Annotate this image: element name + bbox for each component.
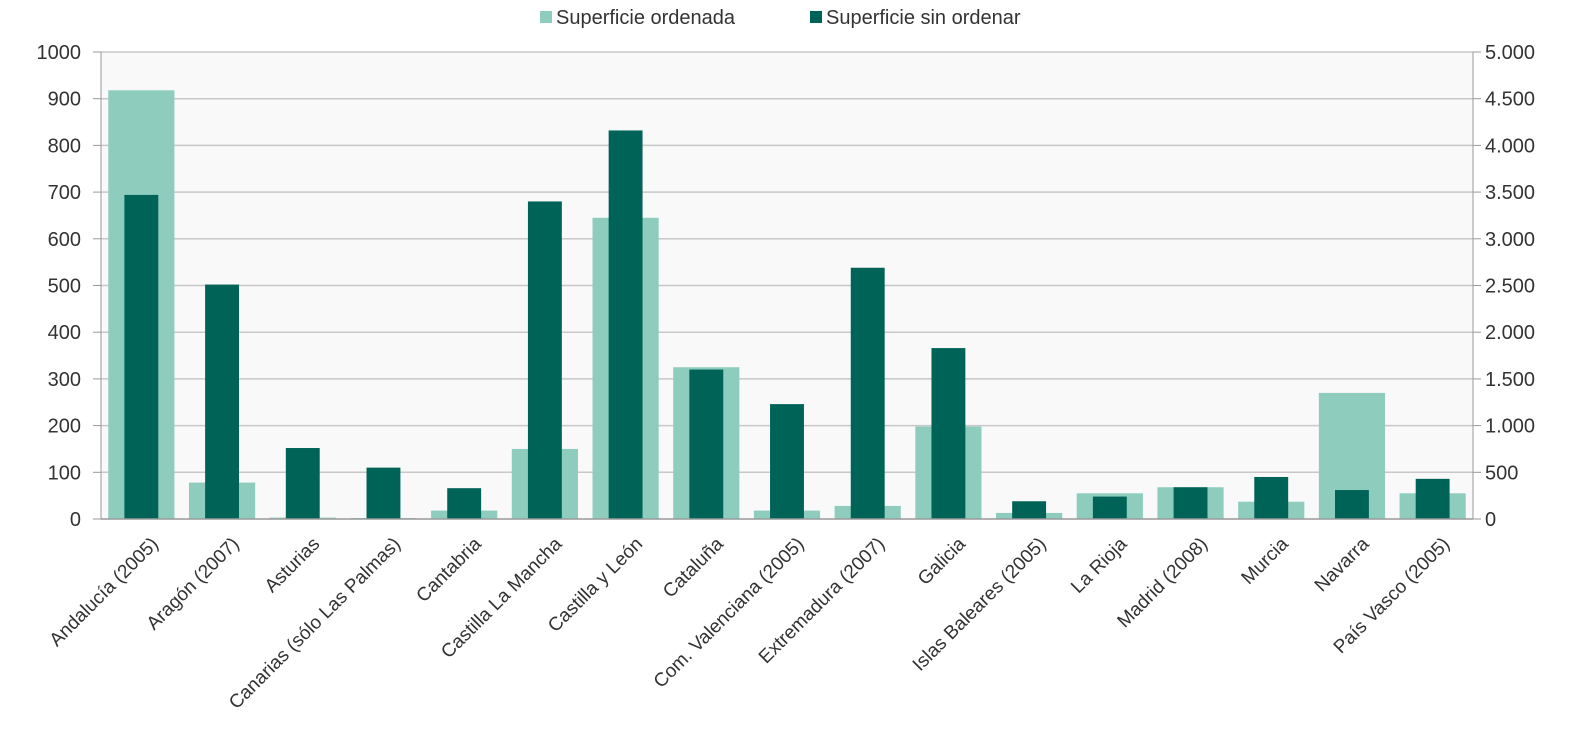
bar-sin-ordenar-galicia	[931, 348, 966, 519]
x-axis: Andalucía (2005)Aragón (2007) AsturiasCan…	[46, 518, 1473, 714]
bar-sin-ordenar-andalucia-2005	[124, 194, 159, 520]
bar-sin-ordenar-murcia	[1254, 476, 1289, 519]
left-tick-label: 700	[48, 182, 81, 204]
legend-label-superficie-ordenada: Superficie ordenada	[556, 7, 736, 29]
right-tick-label: 5.000	[1485, 42, 1535, 64]
left-tick-label: 600	[48, 229, 81, 251]
right-tick-label: 2.500	[1485, 276, 1535, 298]
right-tick-label: 4.500	[1485, 89, 1535, 111]
right-tick-label: 3.500	[1485, 182, 1535, 204]
legend: Superficie ordenada Superficie sin orden…	[540, 7, 1021, 29]
right-tick-label: 3.000	[1485, 229, 1535, 251]
left-y-axis: 0 100 200 300 400 500 600 700 800 900 1000	[37, 42, 102, 531]
category-label-canarias-solo-las-palmas: Canarias (sólo Las Palmas)	[225, 534, 405, 714]
bar-sin-ordenar-pais-vasco-2005	[1415, 478, 1450, 519]
category-label-islas-baleares-2005: Islas Baleares (2005)	[909, 534, 1051, 676]
category-label-cataluna: Cataluña	[659, 533, 728, 602]
legend-swatch-superficie-sin-ordenar	[810, 11, 822, 23]
bar-sin-ordenar-la-rioja	[1092, 496, 1127, 519]
left-tick-label: 400	[48, 322, 81, 344]
right-tick-label: 1.500	[1485, 369, 1535, 391]
category-label-asturias: Asturias	[261, 534, 324, 597]
bar-sin-ordenar-extremadura-2007	[850, 267, 885, 519]
left-tick-label: 0	[70, 509, 81, 531]
right-tick-label: 2.000	[1485, 322, 1535, 344]
bar-sin-ordenar-com-valenciana-2005	[770, 404, 804, 519]
right-tick-label: 4.000	[1485, 135, 1535, 157]
legend-label-superficie-sin-ordenar: Superficie sin ordenar	[826, 7, 1021, 29]
bar-sin-ordenar-canarias-solo-las-palmas	[366, 467, 401, 519]
category-label-com-valenciana-2005: Com. Valenciana (2005)	[650, 534, 809, 693]
right-y-axis: 0 500 1.000 1.500 2.000 2.500 3.000 3.500 4.000 4…	[1472, 42, 1535, 531]
series-superficie-sin-ordenar	[124, 130, 1450, 520]
category-label-galicia: Galicia	[914, 533, 970, 589]
bar-sin-ordenar-navarra	[1334, 490, 1369, 519]
left-tick-label: 100	[48, 462, 81, 484]
left-tick-label: 1000	[37, 42, 82, 64]
bar-sin-ordenar-cantabria	[447, 488, 482, 519]
bar-sin-ordenar-castilla-y-leon	[608, 130, 643, 519]
category-label-navarra: Navarra	[1311, 533, 1374, 596]
right-tick-label: 0	[1485, 509, 1496, 531]
left-tick-label: 800	[48, 135, 81, 157]
right-tick-label: 500	[1485, 462, 1518, 484]
bar-sin-ordenar-aragon-2007	[205, 284, 240, 519]
left-tick-label: 900	[48, 89, 81, 111]
bar-sin-ordenar-cataluna	[689, 369, 724, 519]
left-tick-label: 200	[48, 416, 81, 438]
legend-swatch-superficie-ordenada	[540, 11, 552, 23]
category-label-andalucia-2005: Andalucía (2005)	[46, 534, 163, 651]
category-label-murcia: Murcia	[1238, 533, 1293, 588]
right-tick-label: 1.000	[1485, 416, 1535, 438]
bar-sin-ordenar-castilla-la-mancha	[527, 201, 562, 519]
left-tick-label: 300	[48, 369, 81, 391]
category-label-cantabria: Cantabria	[413, 533, 486, 606]
bar-sin-ordenar-islas-baleares-2005	[1012, 501, 1047, 519]
bar-sin-ordenar-asturias	[285, 448, 320, 519]
bar-sin-ordenar-madrid-2008	[1173, 487, 1208, 519]
left-tick-label: 500	[48, 276, 81, 298]
category-label-la-rioja: La Rioja	[1067, 533, 1131, 597]
